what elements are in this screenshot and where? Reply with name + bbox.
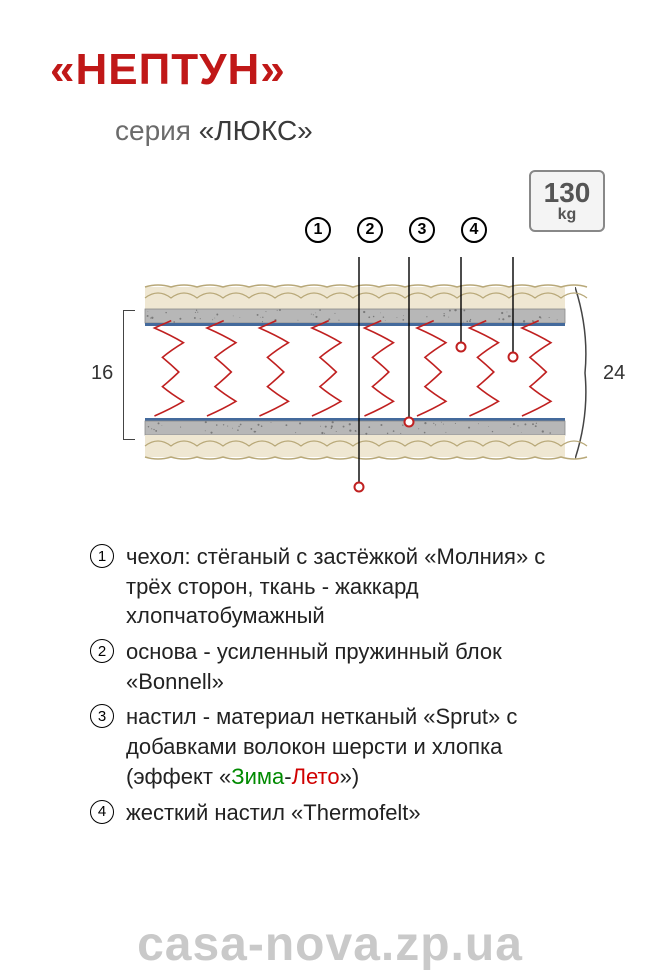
- bracket-left: [123, 310, 135, 440]
- legend-num: 3: [90, 704, 114, 728]
- legend-num: 1: [90, 544, 114, 568]
- legend-text: основа - усиленный пружинный блок «Bonne…: [126, 637, 580, 696]
- series-name: «ЛЮКС»: [199, 115, 313, 146]
- legend-text: жесткий настил «Thermofelt»: [126, 798, 421, 828]
- dim-right: 24: [603, 362, 625, 385]
- legend-item: 4 жесткий настил «Thermofelt»: [90, 798, 580, 828]
- callout-4: 4: [461, 217, 487, 243]
- cross-section: [145, 287, 565, 457]
- legend-text: настил - материал нетканый «Sprut» с доб…: [126, 702, 580, 791]
- callout-3: 3: [409, 217, 435, 243]
- title-text: «НЕПТУН»: [50, 45, 286, 94]
- legend-item: 3 настил - материал нетканый «Sprut» с до…: [90, 702, 580, 791]
- callout-row: 1 2 3 4: [305, 217, 487, 243]
- legend-item: 1 чехол: стёганый с застёжкой «Молния» с …: [90, 542, 580, 631]
- weight-unit: kg: [558, 207, 577, 223]
- series-prefix: серия: [115, 115, 199, 146]
- bracket-right: [575, 287, 591, 459]
- product-title: «НЕПТУН»: [50, 45, 610, 95]
- callout-2: 2: [357, 217, 383, 243]
- legend-text: чехол: стёганый с застёжкой «Молния» с т…: [126, 542, 580, 631]
- legend-num: 4: [90, 800, 114, 824]
- watermark: casa-nova.zp.ua: [0, 917, 660, 972]
- diagram-area: 1 2 3 4 16 24: [105, 262, 610, 507]
- legend-item: 2 основа - усиленный пружинный блок «Bonn…: [90, 637, 580, 696]
- dim-left: 16: [91, 362, 113, 385]
- series-subtitle: серия «ЛЮКС»: [115, 115, 610, 147]
- callout-1: 1: [305, 217, 331, 243]
- weight-badge: 130 kg: [529, 170, 605, 232]
- weight-value: 130: [544, 179, 591, 207]
- legend-num: 2: [90, 639, 114, 663]
- legend-list: 1 чехол: стёганый с застёжкой «Молния» с …: [90, 542, 580, 827]
